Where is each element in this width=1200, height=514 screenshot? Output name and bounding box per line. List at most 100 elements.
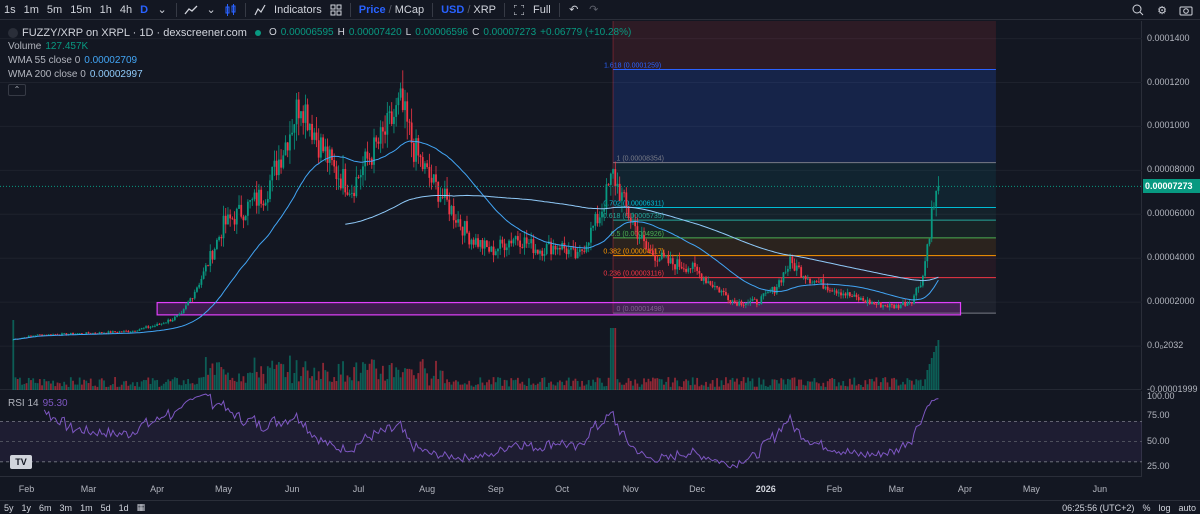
xrp-option[interactable]: XRP [473,3,496,16]
rsi-axis[interactable]: 100.00 75.00 50.00 25.00 [1143,391,1200,477]
undo-icon[interactable]: ↶ [569,4,579,16]
fib-level-label: 0 (0.00001498) [617,306,664,313]
indicators-icon[interactable] [250,0,270,20]
candle-body [218,237,221,240]
rsi-tick-label: 75.00 [1147,410,1170,421]
candle-body [868,299,871,305]
divider [432,2,434,17]
range-1m[interactable]: 1m [80,502,93,513]
candle-body [505,247,508,251]
chevron-down-icon[interactable]: ⌄ [157,4,167,16]
calendar-icon[interactable]: ▦ [136,502,146,512]
price-option[interactable]: Price [358,3,386,16]
candle-body [165,322,167,324]
timeframe-15m[interactable]: 15m [70,3,92,16]
volume-bar [902,381,904,390]
volume-bar [638,386,641,390]
volume-bar [393,377,395,390]
volume-bar [842,381,845,390]
rsi-label: RSI 14 [8,398,39,409]
candle-body [596,213,599,224]
gear-icon[interactable]: ⚙ [1157,4,1167,17]
full-button[interactable]: Full [533,3,551,16]
range-5y[interactable]: 5y [4,502,14,513]
legend-wma55-row[interactable]: WMA 55 close 0 0.00002709 [8,54,631,68]
usd-option[interactable]: USD [441,3,465,16]
candle-body [722,290,725,292]
range-1y[interactable]: 1y [21,502,32,513]
volume-bar [663,384,665,390]
timeframe-1s[interactable]: 1s [4,3,16,16]
price-chart[interactable]: 1.618 (0.0001259) 1 (0.00008354) 0.702 (0.… [0,21,1142,391]
candle-body [450,206,453,215]
volume-bar [753,386,756,390]
candle-body [933,206,935,209]
candle-body [893,304,896,309]
candle-body [116,332,119,333]
volume-bar [229,379,232,390]
rsi-pane[interactable] [0,391,1142,477]
top-toolbar: 1s 1m 5m 15m 1h 4h D ⌄ ⌄ Indicators Pric… [0,0,1200,20]
redo-icon[interactable]: ↷ [589,4,599,16]
volume-bar [293,373,296,390]
range-6m[interactable]: 6m [39,502,52,513]
line-chart-icon[interactable] [181,0,201,20]
time-tick-label: Feb [18,484,35,494]
candle-body [315,132,318,141]
indicators-button[interactable]: Indicators [274,3,322,16]
legend-wma200-row[interactable]: WMA 200 close 0 0.00002997 [8,68,631,82]
volume-bar [848,378,851,390]
price-axis[interactable]: 0.0001400 0.0001200 0.0001000 0.00008000 0.0… [1143,21,1200,394]
candlestick-icon[interactable] [221,0,241,20]
chevron-down-icon[interactable]: ⌄ [206,4,216,16]
mcap-option[interactable]: MCap [394,3,425,16]
range-1d[interactable]: 1d [118,502,129,513]
range-3m[interactable]: 3m [59,502,73,513]
layout-grid-icon[interactable] [326,0,346,20]
candle-body [581,249,583,251]
time-axis[interactable]: Feb Mar Apr May Jun Jul Aug Sep Oct Nov Dec 2026 Feb… [0,478,1142,500]
currency-toggle[interactable]: USD / XRP [437,0,500,20]
rsi-chart[interactable] [0,391,1142,477]
rsi-legend[interactable]: RSI 14 95.30 [8,398,68,409]
timeframe-4h[interactable]: 4h [119,3,133,16]
chevron-up-icon[interactable]: ⌃ [8,84,26,96]
candle-body [523,237,526,248]
range-5d[interactable]: 5d [100,502,111,513]
volume-bar [200,377,203,390]
volume-bar [295,360,298,390]
tradingview-logo-icon[interactable]: TV [10,455,32,469]
volume-bar [722,384,725,390]
candle-body [317,140,320,158]
percent-toggle[interactable]: % [1142,502,1151,513]
candle-body [525,237,528,244]
candle-body [198,284,201,288]
log-toggle[interactable]: log [1158,502,1171,513]
volume-bar [643,378,645,390]
candle-body [204,265,207,272]
fullscreen-icon[interactable] [509,0,529,20]
legend-volume-row[interactable]: Volume 127.457K [8,40,631,54]
volume-bar [366,369,369,390]
candle-body [435,174,437,182]
candle-body [778,280,780,288]
candle-body [578,249,581,252]
timeframe-1h[interactable]: 1h [99,3,112,16]
camera-icon[interactable] [1176,0,1196,20]
candle-body [908,302,911,304]
auto-toggle[interactable]: auto [1178,502,1196,513]
timeframe-1m[interactable]: 1m [23,3,39,16]
candle-body [753,298,756,300]
candle-body [54,334,57,336]
timeframe-1d[interactable]: D [140,3,149,16]
candle-body [477,238,479,247]
price-mcap-toggle[interactable]: Price / MCap [355,0,428,20]
candle-body [320,137,322,158]
timeframe-5m[interactable]: 5m [46,3,63,16]
volume-bar [603,386,606,390]
candle-body [156,324,159,326]
price-pane[interactable]: 1.618 (0.0001259) 1 (0.00008354) 0.702 (0.… [0,21,1142,391]
search-icon[interactable] [1128,0,1148,20]
candle-body [917,287,920,289]
clock[interactable]: 06:25:56 (UTC+2) [1062,502,1135,513]
